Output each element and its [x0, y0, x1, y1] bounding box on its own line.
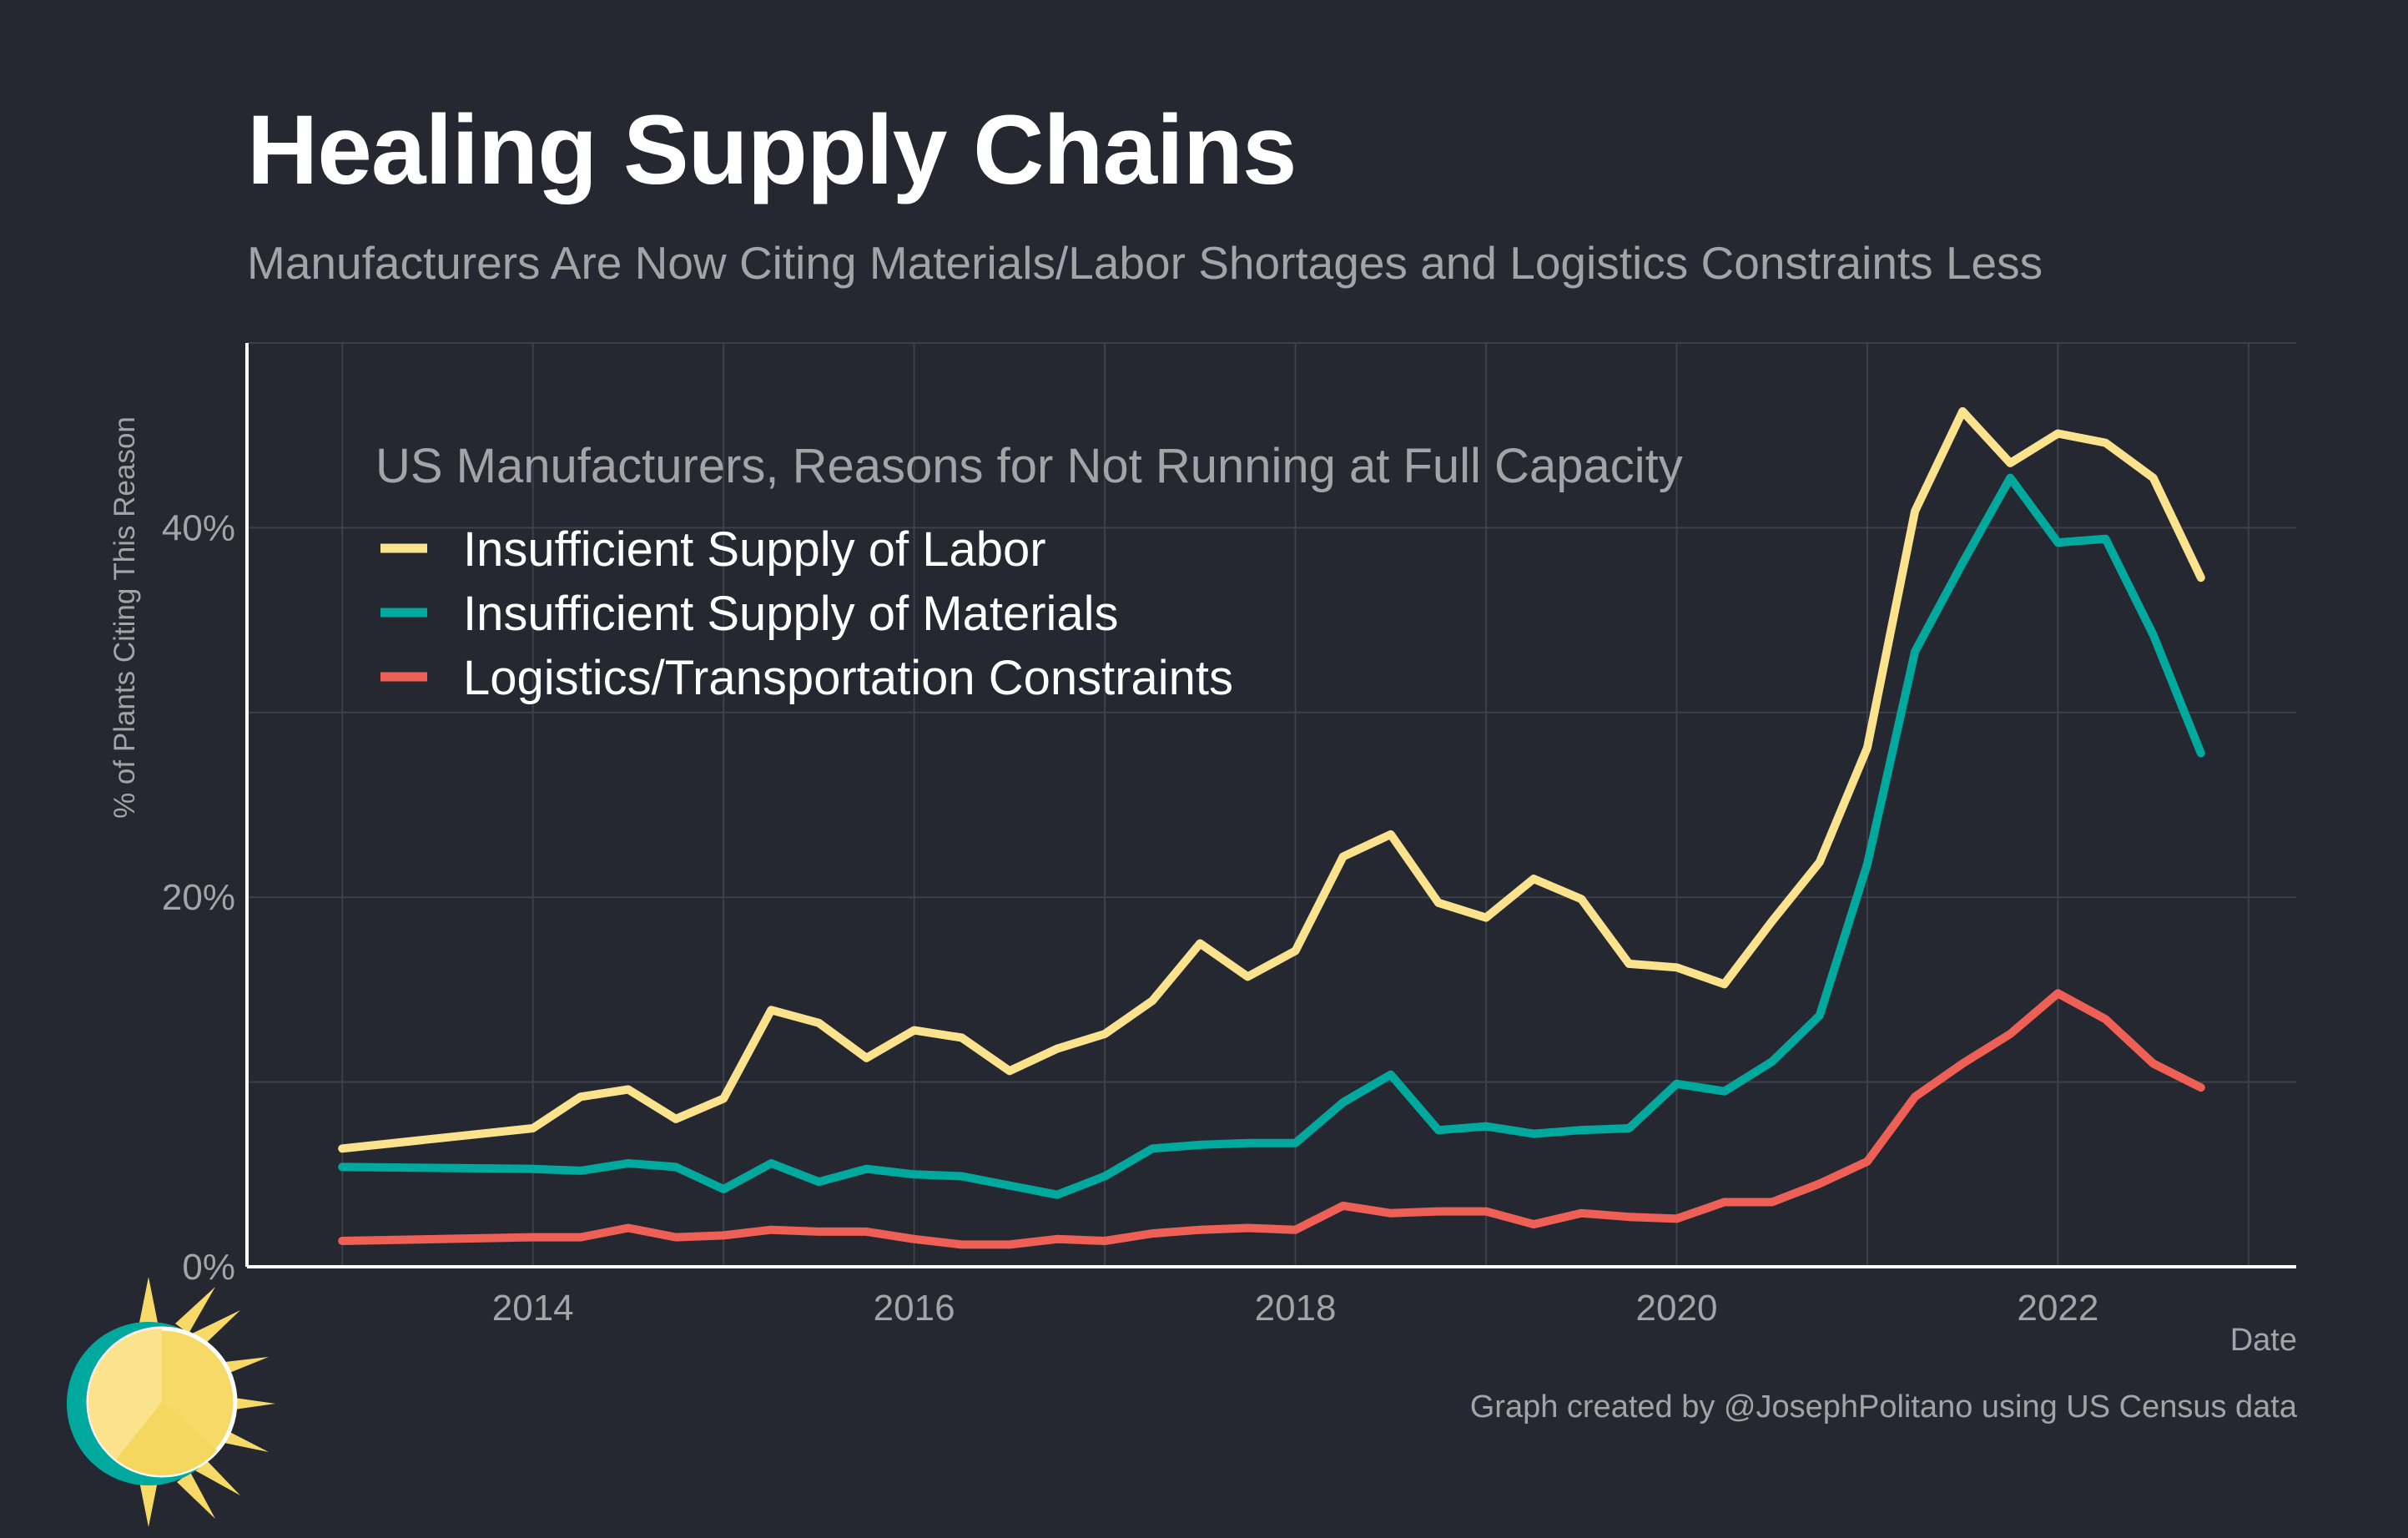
legend-label: Insufficient Supply of Materials — [463, 587, 1119, 641]
series-line-logistics — [338, 989, 2205, 1249]
y-tick-label: 40% — [162, 507, 235, 548]
chart-legend: US Manufacturers, Reasons for Not Runnin… — [375, 439, 1683, 705]
chart-title: Healing Supply Chains — [247, 95, 1297, 205]
legend-item-labor: Insufficient Supply of Labor — [380, 522, 1046, 577]
chart-grid — [247, 342, 2296, 1268]
x-tick-label: 2018 — [1255, 1288, 1337, 1329]
chart-series-lines — [338, 406, 2205, 1249]
legend-item-logistics: Logistics/Transportation Constraints — [380, 651, 1233, 705]
chart-axes — [245, 343, 2296, 1268]
legend-item-materials: Insufficient Supply of Materials — [380, 587, 1119, 641]
y-tick-label: 20% — [162, 877, 235, 918]
x-tick-label: 2016 — [874, 1288, 955, 1329]
x-tick-label: 2014 — [492, 1288, 574, 1329]
footer-credit: Graph created by @JosephPolitano using U… — [1469, 1389, 2297, 1425]
series-line-materials — [338, 473, 2205, 1199]
sun-logo-icon — [67, 1277, 275, 1527]
legend-title: US Manufacturers, Reasons for Not Runnin… — [375, 439, 1683, 493]
x-axis-label: Date — [2229, 1323, 2297, 1358]
chart-subtitle: Manufacturers Are Now Citing Materials/L… — [247, 237, 2043, 289]
chart-tick-labels: 2014 2016 2018 2020 2022 0% 20% 40% — [162, 507, 2098, 1329]
y-tick-label: 0% — [182, 1247, 235, 1288]
y-axis-label: % of Plants Citing This Reason — [108, 416, 141, 819]
legend-label: Logistics/Transportation Constraints — [463, 651, 1233, 705]
legend-label: Insufficient Supply of Labor — [463, 522, 1046, 577]
x-tick-label: 2022 — [2017, 1288, 2098, 1329]
series-line-labor — [338, 406, 2205, 1153]
x-tick-label: 2020 — [1636, 1288, 1718, 1329]
